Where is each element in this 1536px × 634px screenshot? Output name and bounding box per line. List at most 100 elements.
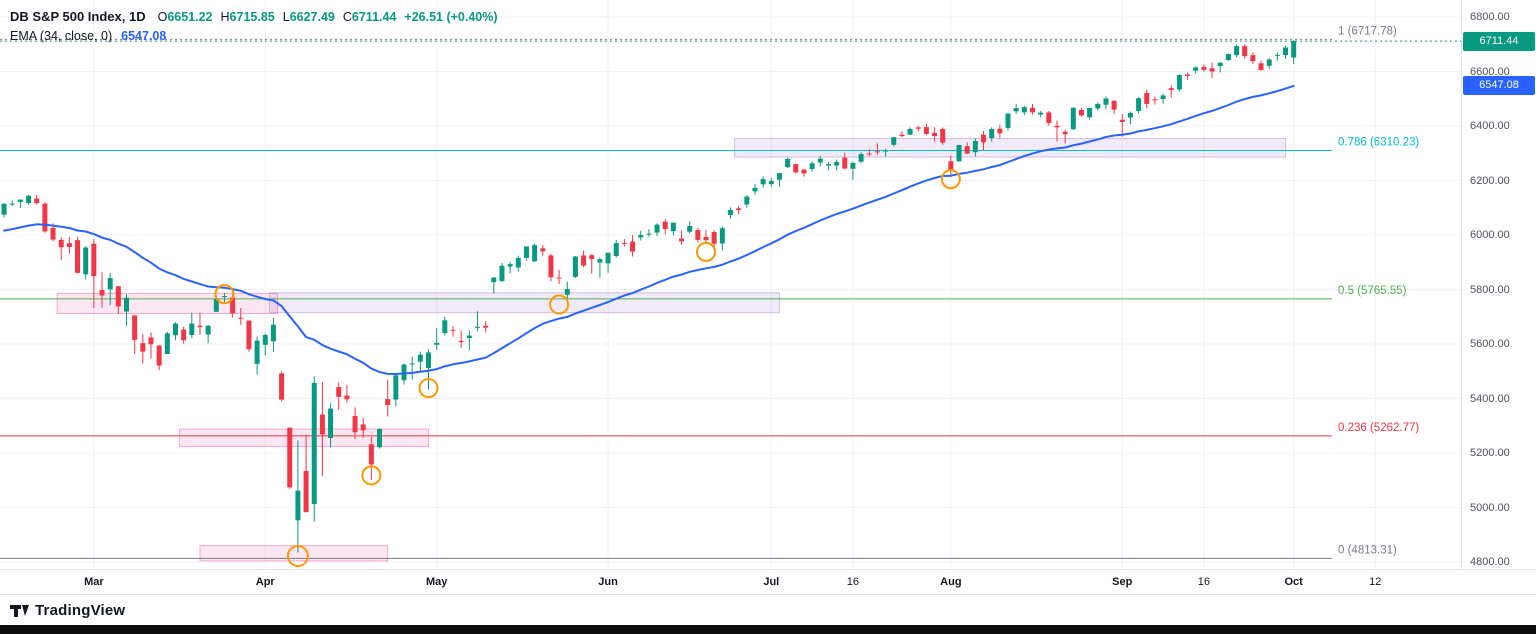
- symbol-title[interactable]: DB S&P 500 Index, 1D: [10, 9, 146, 24]
- change-value: +26.51 (+0.40%): [404, 10, 498, 24]
- candle-body: [1258, 63, 1264, 71]
- candle-body: [377, 429, 383, 448]
- candle-body: [744, 196, 750, 205]
- candle-body: [630, 241, 636, 252]
- candle-body: [907, 128, 913, 135]
- candle-body: [1225, 54, 1231, 61]
- price-axis[interactable]: 6711.44 6547.08 6800.00 6600.00 6400.00 620…: [1461, 0, 1536, 569]
- time-axis-label: 16: [1197, 576, 1211, 588]
- candle-body: [417, 354, 423, 362]
- candle-body: [450, 329, 456, 331]
- signal-circle[interactable]: [940, 169, 961, 190]
- signal-circle[interactable]: [418, 378, 439, 399]
- candle-body: [1185, 74, 1191, 76]
- candle-body: [42, 203, 48, 232]
- close-value: 6711.44: [351, 10, 397, 24]
- candle-body: [458, 341, 464, 343]
- price-axis-label: 6000.00: [1470, 229, 1510, 241]
- candle-body: [172, 323, 178, 336]
- candle-body: [115, 286, 121, 307]
- candle-body: [654, 224, 660, 233]
- candle-body: [1, 203, 7, 215]
- candle-body: [719, 228, 725, 244]
- candle-body: [850, 163, 856, 169]
- candle-body: [597, 259, 603, 263]
- fib-level-label: 0 (4813.31): [1338, 544, 1397, 556]
- candle-body: [254, 340, 260, 364]
- candle-body: [148, 337, 154, 345]
- candle-body: [825, 164, 831, 166]
- candle-body: [352, 415, 358, 433]
- tradingview-wordmark[interactable]: TradingView: [35, 602, 126, 619]
- candle-body: [124, 297, 130, 312]
- candle-body: [319, 414, 325, 435]
- signal-circle[interactable]: [549, 294, 570, 315]
- signal-circle[interactable]: [361, 465, 382, 486]
- candle-body: [1152, 99, 1158, 101]
- candle-body: [760, 179, 766, 185]
- zone-box[interactable]: [734, 138, 1287, 158]
- time-axis-label: 12: [1369, 576, 1382, 588]
- ema-price-label: 6547.08: [1463, 76, 1535, 96]
- candle-body: [711, 232, 717, 244]
- candle-body: [205, 325, 211, 335]
- candle-body: [915, 127, 921, 129]
- candle-body: [1283, 47, 1289, 56]
- candle-body: [932, 132, 938, 137]
- candle-body: [1242, 46, 1248, 57]
- candle-body: [164, 333, 170, 355]
- candle-body: [572, 256, 578, 277]
- tradingview-logo-icon[interactable]: [10, 603, 29, 619]
- time-axis-label: Jun: [598, 576, 618, 588]
- candle-body: [75, 240, 81, 273]
- candle-body: [883, 150, 889, 152]
- zone-box[interactable]: [268, 292, 780, 314]
- fib-level-label: 0.236 (5262.77): [1338, 422, 1419, 434]
- candle-body: [858, 154, 864, 162]
- candle-body: [1029, 107, 1035, 113]
- time-axis-label: 16: [846, 576, 860, 588]
- candle-body: [279, 373, 285, 400]
- candle-body: [752, 187, 758, 192]
- candle-body: [303, 470, 309, 513]
- signal-circle[interactable]: [286, 545, 309, 568]
- candle-body: [434, 342, 440, 345]
- candle-body: [687, 226, 693, 232]
- candle-body: [140, 343, 146, 352]
- candle-body: [874, 151, 880, 153]
- price-axis-label: 5200.00: [1470, 447, 1510, 459]
- signal-circle[interactable]: [214, 284, 235, 305]
- candle-body: [997, 128, 1003, 134]
- candle-body: [426, 352, 432, 368]
- low-value: 6627.49: [289, 10, 335, 24]
- zone-box[interactable]: [199, 545, 389, 562]
- candle-body: [83, 247, 89, 275]
- candle-body: [891, 137, 897, 145]
- candle-body: [385, 399, 391, 406]
- candle-body: [1046, 112, 1052, 124]
- candle-body: [1021, 107, 1027, 113]
- fib-level-label: 0.786 (6310.23): [1338, 136, 1419, 148]
- candle-body: [532, 245, 538, 262]
- candle-body: [344, 395, 350, 400]
- candle-body: [981, 134, 987, 143]
- candle-body: [34, 198, 40, 204]
- chart-plot-area[interactable]: 1 (6717.78) 0.786 (6310.23) 0.5 (5765.55) 0…: [0, 0, 1461, 569]
- price-axis-label: 6800.00: [1470, 11, 1510, 23]
- candle-body: [181, 329, 187, 341]
- candle-body: [621, 242, 627, 244]
- candle-body: [768, 181, 774, 185]
- candle-body: [311, 382, 317, 504]
- time-axis[interactable]: Mar Apr May Jun Jul 16 Aug Sep 16 Oct 12: [0, 569, 1536, 595]
- close-key: C: [342, 10, 352, 24]
- candle-body: [499, 265, 505, 282]
- candle-body: [1274, 54, 1280, 56]
- candle-body: [336, 387, 342, 397]
- candle-body: [646, 233, 652, 235]
- zone-box[interactable]: [179, 428, 430, 447]
- zone-box[interactable]: [56, 292, 279, 314]
- price-axis-label: 5600.00: [1470, 338, 1510, 350]
- candle-body: [589, 255, 595, 259]
- ema-indicator-label[interactable]: EMA (34, close, 0): [10, 29, 113, 43]
- signal-circle[interactable]: [696, 241, 717, 262]
